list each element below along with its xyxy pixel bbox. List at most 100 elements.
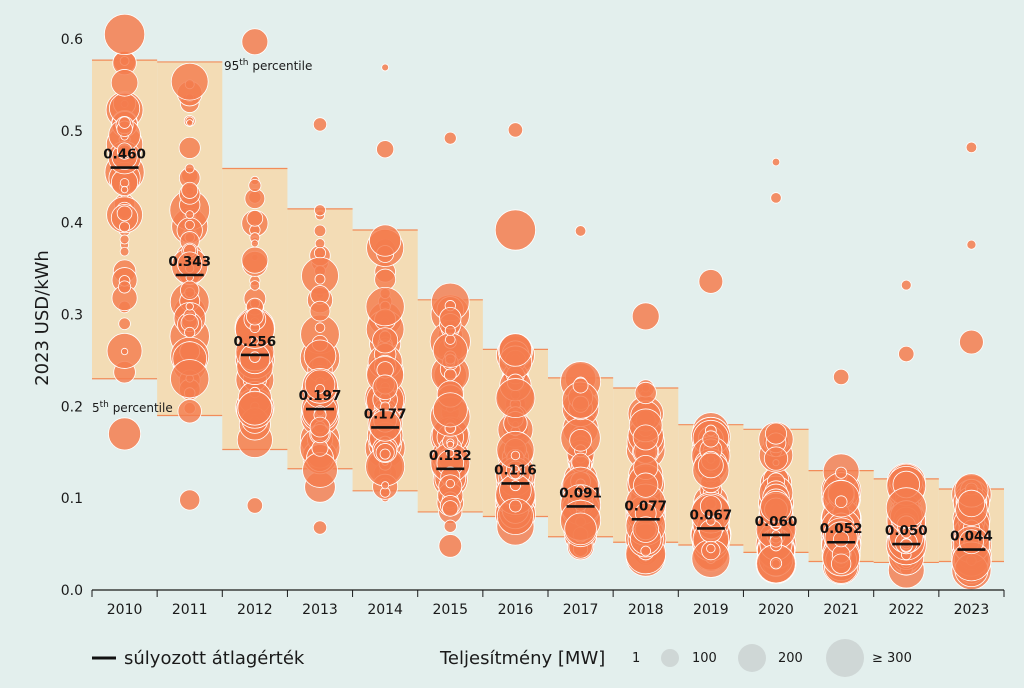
project-bubble bbox=[507, 122, 524, 138]
project-bubble bbox=[302, 452, 338, 488]
project-bubble bbox=[241, 246, 269, 274]
project-bubble bbox=[379, 448, 391, 460]
y-tick-label: 0.1 bbox=[61, 491, 83, 507]
project-bubble bbox=[170, 359, 210, 399]
project-bubble bbox=[432, 392, 468, 428]
project-bubble bbox=[374, 268, 397, 291]
project-bubble bbox=[246, 307, 264, 326]
legend-size-label: 1 bbox=[632, 651, 640, 666]
legend-size-circle bbox=[738, 644, 766, 672]
project-bubble bbox=[631, 302, 660, 331]
legend-capacity-title: Teljesítmény [MW] bbox=[439, 648, 605, 669]
project-bubble bbox=[832, 368, 850, 386]
weighted-average-label: 0.077 bbox=[624, 498, 667, 514]
project-bubble bbox=[185, 302, 194, 311]
percentile-bands bbox=[92, 59, 1004, 564]
project-bubble bbox=[443, 368, 457, 382]
project-bubble bbox=[116, 142, 133, 158]
project-bubble bbox=[496, 497, 534, 536]
project-bubble bbox=[706, 543, 716, 554]
project-bubble bbox=[369, 224, 402, 257]
weighted-average-label: 0.091 bbox=[559, 485, 602, 501]
project-bubble bbox=[760, 490, 792, 523]
project-bubble bbox=[965, 141, 978, 154]
weighted-average-label: 0.116 bbox=[494, 462, 537, 478]
project-bubble bbox=[769, 534, 783, 548]
project-bubble bbox=[834, 495, 848, 509]
project-bubble bbox=[369, 409, 402, 442]
project-bubble bbox=[177, 399, 202, 424]
project-bubble bbox=[885, 487, 927, 529]
project-bubble bbox=[445, 478, 455, 489]
project-bubble bbox=[771, 157, 781, 167]
project-bubble bbox=[959, 329, 984, 355]
project-bubble bbox=[443, 519, 457, 533]
project-bubble bbox=[103, 13, 146, 55]
project-bubble bbox=[569, 428, 592, 452]
project-bubble bbox=[835, 466, 848, 479]
project-bubble bbox=[120, 185, 129, 194]
project-bubble bbox=[314, 238, 326, 249]
x-tick-label: 2021 bbox=[823, 602, 859, 618]
project-bubble bbox=[498, 333, 533, 367]
project-bubble bbox=[702, 430, 720, 448]
weighted-average-label: 0.067 bbox=[690, 507, 733, 523]
project-bubble bbox=[632, 516, 659, 543]
weighted-average-marks: 0.460 0.343 0.256 0.197 0.177 0.132 0.116 0.091… bbox=[103, 147, 993, 551]
project-bubble bbox=[110, 69, 139, 97]
project-bubble bbox=[118, 116, 131, 129]
x-tick-label: 2015 bbox=[432, 602, 468, 618]
project-bubble bbox=[372, 374, 398, 400]
project-bubble bbox=[381, 481, 390, 490]
project-bubble bbox=[446, 440, 454, 449]
legend-size-label: 200 bbox=[778, 651, 803, 666]
y-tick-label: 0.3 bbox=[61, 308, 83, 324]
y-tick-label: 0.0 bbox=[61, 583, 83, 599]
project-bubble bbox=[706, 516, 716, 526]
x-tick-label: 2017 bbox=[563, 602, 599, 618]
project-bubble bbox=[445, 334, 456, 345]
project-bubble bbox=[313, 224, 327, 237]
project-bubble bbox=[119, 221, 131, 233]
project-bubble bbox=[118, 317, 131, 330]
y-axis: 0.0 0.1 0.2 0.3 0.4 0.5 0.6 bbox=[61, 32, 83, 599]
project-bubble bbox=[443, 131, 457, 145]
weighted-average-label: 0.044 bbox=[950, 529, 993, 545]
project-bubble bbox=[186, 119, 194, 127]
project-bubble bbox=[438, 534, 463, 558]
project-bubble bbox=[564, 512, 597, 546]
project-bubble bbox=[184, 326, 196, 339]
weighted-average-label: 0.256 bbox=[234, 334, 277, 350]
project-bubble bbox=[170, 62, 209, 101]
project-bubble bbox=[959, 529, 984, 555]
project-bubble bbox=[632, 424, 659, 451]
x-tick-label: 2022 bbox=[888, 602, 924, 618]
project-bubble bbox=[572, 377, 589, 394]
x-tick-label: 2013 bbox=[302, 602, 338, 618]
weighted-average-label: 0.177 bbox=[364, 406, 407, 422]
project-bubble bbox=[181, 181, 199, 199]
project-bubble bbox=[372, 327, 399, 354]
x-tick-label: 2020 bbox=[758, 602, 794, 618]
project-bubble bbox=[246, 210, 264, 227]
project-bubble bbox=[184, 219, 195, 231]
project-bubble bbox=[249, 351, 261, 363]
project-bubble bbox=[180, 280, 200, 300]
project-bubble bbox=[119, 234, 130, 245]
legend-size-label: 100 bbox=[692, 651, 717, 666]
weighted-average-label: 0.050 bbox=[885, 523, 928, 539]
weighted-average-label: 0.460 bbox=[103, 147, 146, 163]
project-bubble bbox=[237, 390, 273, 426]
project-bubble bbox=[509, 480, 521, 492]
project-bubble bbox=[769, 557, 783, 570]
project-bubble bbox=[898, 345, 915, 363]
project-bubble bbox=[763, 446, 789, 471]
project-bubble bbox=[119, 246, 130, 257]
project-bubble bbox=[184, 163, 195, 174]
project-bubble bbox=[248, 178, 262, 192]
y-tick-label: 0.5 bbox=[61, 124, 83, 140]
project-bubble bbox=[376, 140, 395, 159]
project-bubble bbox=[575, 484, 586, 494]
x-tick-label: 2023 bbox=[954, 602, 990, 618]
